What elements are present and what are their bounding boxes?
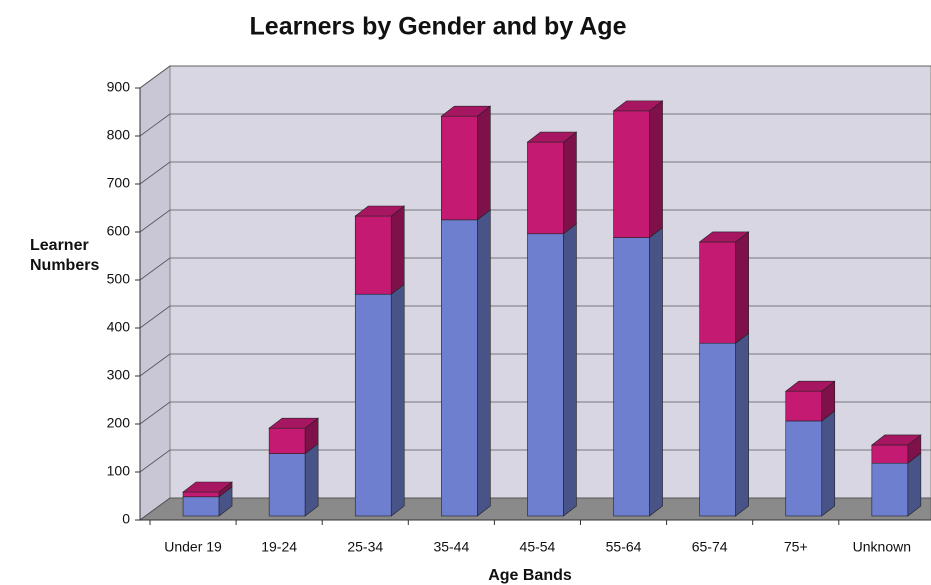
bar-top [870,434,922,446]
bar-segment [699,342,736,517]
bar-segment [441,219,478,517]
grid-line [139,257,171,281]
x-tick-label: 65-74 [692,539,728,555]
y-tick-label: 500 [107,271,131,287]
bar-segment [785,390,823,422]
x-tick-label: Unknown [853,539,911,555]
y-tick-label: 700 [107,175,131,191]
bar-top [268,417,320,429]
bar-segment [182,491,220,498]
bar-side [649,100,663,239]
grid-line [139,353,171,377]
bar-segment [871,444,909,464]
y-tick-label: 100 [107,463,131,479]
bar-segment [268,427,306,454]
bar-top [526,131,578,143]
bar-segment [871,462,909,517]
y-tick-label: 600 [107,223,131,239]
bar-segment [354,215,392,295]
bar-top [698,231,750,243]
y-tick-label: 0 [122,511,130,527]
x-axis-label: Age Bands [488,567,572,584]
bar-segment [613,237,650,517]
y-tick-label: 800 [107,127,131,143]
y-tick-label: 400 [107,319,131,335]
side-wall [139,65,171,521]
bar-side [390,283,405,517]
y-tick-label: 200 [107,415,131,431]
bar-side [907,452,922,517]
y-axis-label: Learner Numbers [30,237,100,274]
x-tick-label: 75+ [784,539,808,555]
x-tick-label: 19-24 [261,539,297,555]
grid-line [139,401,171,425]
x-tick-label: 55-64 [606,539,642,555]
y-tick-label: 300 [107,367,131,383]
bar-side [390,205,405,295]
bar-segment [527,233,564,517]
bar-segment [699,241,736,344]
bar-segment [613,110,650,238]
bar-side [821,410,836,517]
grid-line [139,449,171,473]
grid-line [139,497,171,521]
bar-top [182,481,233,493]
bar-side [735,332,749,517]
bar-side [304,442,319,517]
grid-line [139,65,171,89]
grid-line [139,209,171,233]
bar-segment [785,420,823,517]
x-tick-label: Under 19 [164,539,222,555]
chart-title: Learners by Gender and by Age [250,13,627,41]
bar-side [477,105,491,221]
bar-top [612,100,664,112]
bar-top [784,380,836,392]
bar-top [440,105,492,117]
x-tick-label: 35-44 [433,539,469,555]
bar-top [354,205,406,217]
bar-side [649,226,663,517]
bar-segment [441,115,478,221]
bar-side [563,223,577,517]
bar-segment [354,293,392,517]
bar-segment [182,496,220,517]
grid-line [139,113,171,137]
x-tick-label: 25-34 [347,539,383,555]
y-tick-label: 900 [107,79,131,95]
grid-line [139,161,171,185]
bar-side [735,231,749,344]
bar-side [477,209,491,517]
x-tick-label: 45-54 [520,539,556,555]
grid-line [139,305,171,329]
bar-side [563,131,577,235]
bar-segment [527,141,564,235]
bar-segment [268,453,306,517]
